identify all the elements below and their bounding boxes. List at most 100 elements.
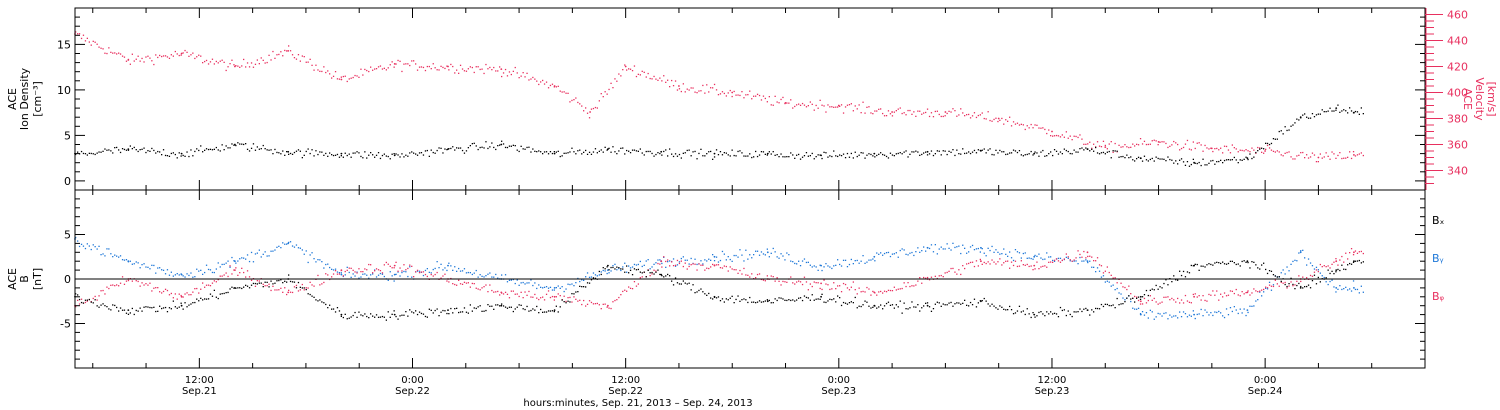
density-point bbox=[1130, 156, 1132, 158]
density-point bbox=[958, 153, 960, 155]
density-point bbox=[954, 154, 956, 157]
bz-point bbox=[86, 300, 88, 302]
velocity-point bbox=[782, 96, 784, 99]
by-point bbox=[289, 241, 292, 243]
density-point bbox=[1265, 142, 1267, 144]
bz-point bbox=[1300, 280, 1302, 283]
bx-point bbox=[192, 302, 194, 304]
density-point bbox=[121, 148, 124, 150]
bz-point bbox=[1270, 285, 1273, 287]
bx-point bbox=[1052, 313, 1054, 315]
bz-point bbox=[1012, 264, 1015, 267]
bz-point bbox=[885, 291, 888, 293]
velocity-point bbox=[887, 110, 890, 112]
density-point bbox=[374, 156, 376, 158]
velocity-point bbox=[481, 68, 483, 70]
bx-point bbox=[102, 303, 104, 305]
bz-point bbox=[499, 294, 501, 296]
bz-point bbox=[379, 270, 382, 272]
by-point bbox=[620, 269, 622, 272]
bz-point bbox=[176, 298, 178, 300]
bz-point bbox=[403, 264, 405, 266]
bx-point bbox=[77, 294, 79, 296]
legend-by: Bᵧ bbox=[1432, 252, 1444, 265]
bx-point bbox=[1198, 269, 1200, 271]
by-point bbox=[583, 279, 585, 281]
by-point bbox=[555, 287, 557, 289]
density-point bbox=[246, 148, 249, 150]
bz-point bbox=[676, 259, 679, 262]
velocity-point bbox=[956, 115, 958, 117]
bx-point bbox=[118, 310, 120, 312]
velocity-point bbox=[1284, 152, 1286, 154]
bz-point bbox=[755, 277, 757, 279]
density-point bbox=[723, 152, 725, 154]
by-point bbox=[971, 244, 974, 247]
bx-point bbox=[211, 295, 214, 297]
by-point bbox=[1182, 311, 1185, 313]
density-value-point bbox=[607, 148, 609, 151]
bx-point bbox=[475, 307, 477, 310]
by-point bbox=[375, 276, 378, 278]
density-point bbox=[846, 152, 849, 155]
bx-point bbox=[799, 297, 802, 299]
density-point bbox=[657, 152, 659, 154]
bz-point bbox=[170, 292, 172, 295]
density-point bbox=[262, 144, 264, 147]
bx-point bbox=[397, 318, 399, 320]
velocity-point bbox=[215, 60, 217, 63]
velocity-point bbox=[840, 104, 843, 106]
density-point bbox=[813, 158, 815, 160]
by-point bbox=[1196, 313, 1198, 316]
density-point bbox=[862, 152, 864, 154]
by-point bbox=[745, 249, 747, 251]
velocity-point bbox=[379, 65, 382, 67]
by-point bbox=[786, 252, 788, 254]
bz-point bbox=[911, 285, 913, 287]
bx-point bbox=[925, 302, 927, 304]
velocity-point bbox=[964, 115, 966, 117]
velocity-point bbox=[829, 106, 831, 108]
by-point bbox=[1282, 269, 1284, 271]
by-point bbox=[887, 251, 890, 254]
bz-point bbox=[1210, 294, 1212, 296]
density-point bbox=[235, 144, 237, 147]
velocity-point bbox=[1005, 119, 1007, 121]
legend-bx: Bₓ bbox=[1432, 214, 1445, 227]
bz-point bbox=[80, 298, 83, 300]
by-point bbox=[755, 250, 757, 252]
by-point bbox=[516, 279, 518, 281]
bx-point bbox=[936, 301, 938, 303]
bx-point bbox=[1208, 263, 1210, 265]
by-point bbox=[125, 259, 128, 261]
time-tick-label: 0:00 bbox=[401, 375, 423, 386]
velocity-point bbox=[391, 61, 393, 63]
velocity-point bbox=[465, 70, 468, 72]
density-point bbox=[1220, 159, 1222, 161]
by-point bbox=[157, 267, 159, 269]
velocity-point bbox=[1149, 143, 1151, 145]
bx-point bbox=[116, 306, 118, 309]
density-point bbox=[1012, 149, 1015, 151]
by-point bbox=[239, 258, 241, 260]
density-point bbox=[108, 149, 110, 151]
velocity-point bbox=[272, 50, 274, 53]
bx-point bbox=[418, 311, 421, 313]
bz-point bbox=[825, 283, 827, 285]
bz-value-point bbox=[393, 264, 396, 267]
bx-point bbox=[528, 310, 530, 312]
bz-point bbox=[616, 299, 618, 301]
velocity-point bbox=[1313, 154, 1316, 156]
bz-point bbox=[585, 305, 587, 307]
velocity-point bbox=[82, 34, 85, 36]
bz-point bbox=[987, 261, 989, 263]
density-point bbox=[823, 151, 825, 153]
density-point bbox=[770, 153, 772, 155]
density-point bbox=[258, 148, 260, 150]
velocity-point bbox=[520, 75, 522, 77]
by-point bbox=[596, 275, 598, 277]
bx-point bbox=[731, 295, 733, 297]
bx-point bbox=[227, 291, 229, 294]
velocity-point bbox=[616, 80, 618, 82]
velocity-point bbox=[667, 79, 669, 81]
